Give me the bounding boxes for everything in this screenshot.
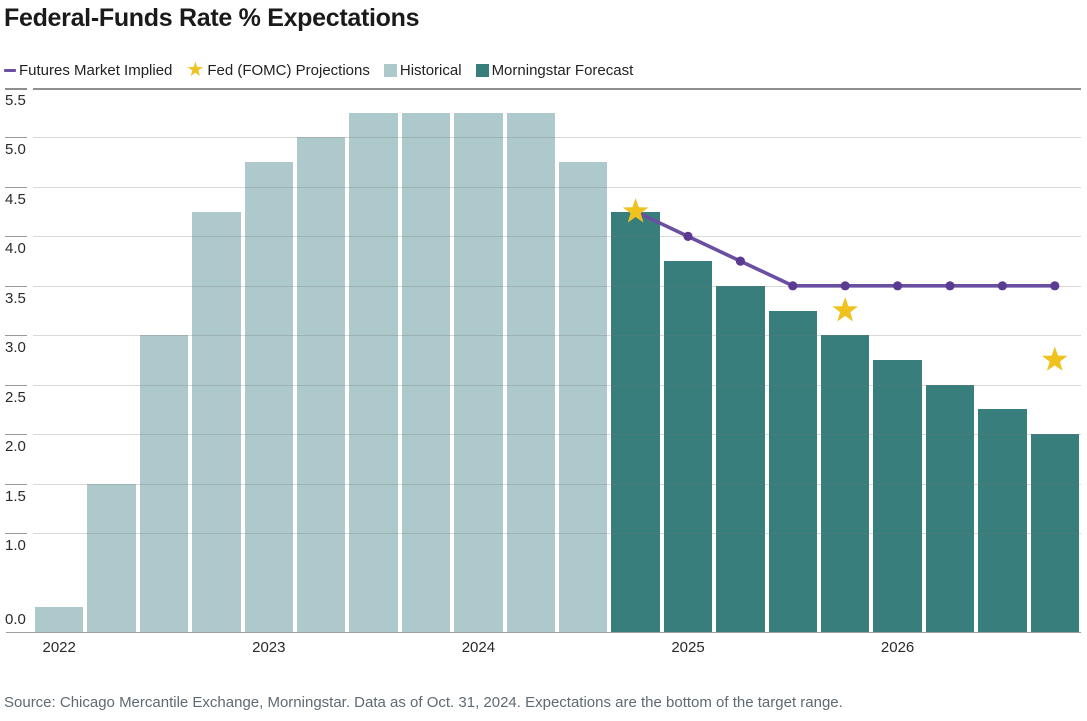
source-note: Source: Chicago Mercantile Exchange, Mor… (4, 694, 843, 711)
historical-swatch-icon (383, 64, 397, 77)
bar-2022-q4 (192, 211, 241, 632)
bar-2026-q1 (873, 360, 922, 632)
y-axis-label: 5.5 (5, 92, 26, 109)
y-axis-label: 3.0 (5, 339, 26, 357)
gridline (33, 483, 1081, 485)
bar-2024-q3 (559, 162, 608, 632)
y-axis-tick (5, 88, 27, 90)
bar-2022-q3 (139, 335, 189, 632)
y-axis-tick (5, 384, 27, 386)
y-axis-label: 2.0 (5, 438, 26, 456)
y-axis-tick (5, 483, 27, 485)
legend-label: Futures Market Implied (19, 62, 173, 79)
bar-2024-q1 (454, 112, 503, 632)
y-axis-tick (5, 434, 27, 436)
y-axis-label: 3.5 (5, 289, 26, 307)
legend-label: Morningstar Forecast (491, 62, 634, 79)
legend-label: Historical (399, 62, 462, 79)
gridline (33, 384, 1081, 386)
y-axis-label: 1.5 (5, 487, 26, 505)
gridline (33, 236, 1081, 238)
bar-2025-q1 (663, 261, 713, 632)
line-marker-icon (4, 69, 16, 72)
bar-2024-q4 (611, 211, 660, 632)
y-axis-tick (5, 533, 27, 535)
legend-label: Fed (FOMC) Projections (207, 62, 370, 79)
y-axis-label: 4.5 (5, 190, 26, 208)
legend-item-historical: Historical (383, 62, 462, 79)
bar-2022-q2 (87, 483, 136, 632)
fomc-projection-star (832, 297, 858, 322)
y-axis-label: 4.0 (5, 240, 26, 258)
gridline (33, 335, 1081, 337)
gridline (33, 434, 1081, 436)
y-axis-label: 5.0 (5, 141, 26, 159)
bar-2023-q3 (349, 112, 398, 632)
legend-item-fed-fomc-projections: ★ Fed (FOMC) Projections (186, 58, 370, 81)
forecast-swatch-icon (475, 64, 489, 77)
legend: Futures Market Implied ★ Fed (FOMC) Projec… (4, 58, 634, 81)
x-axis-label: 2026 (880, 639, 915, 656)
chart-overlay (622, 198, 1068, 371)
bar-2023-q4 (401, 112, 451, 632)
plot-top-border (33, 88, 1081, 90)
star-marker-icon: ★ (186, 58, 205, 81)
plot-area (33, 88, 1081, 632)
gridline (33, 186, 1081, 188)
y-axis-tick (5, 285, 27, 287)
x-axis-label: 2025 (671, 639, 705, 656)
bar-2026-q4 (1030, 434, 1079, 632)
gridline (33, 533, 1081, 535)
bar-2022-q1 (35, 607, 84, 632)
chart-title: Federal-Funds Rate % Expectations (4, 4, 420, 32)
y-axis-label: 0.0 (5, 611, 26, 628)
x-axis-label: 2023 (252, 639, 286, 656)
x-axis-label: 2024 (461, 639, 496, 656)
x-axis-label: 2022 (42, 639, 76, 656)
legend-item-futures-market-implied: Futures Market Implied (4, 62, 172, 79)
bar-2025-q4 (821, 335, 870, 632)
futures-line-dot (735, 256, 746, 266)
y-axis-tick (5, 186, 27, 188)
y-axis-label: 1.0 (5, 537, 26, 555)
legend-item-morningstar-forecast: Morningstar Forecast (475, 62, 634, 79)
bar-2026-q3 (978, 409, 1027, 632)
bar-2025-q3 (768, 310, 817, 632)
bar-2023-q1 (244, 162, 293, 632)
bar-2025-q2 (716, 285, 765, 632)
bar-2026-q2 (925, 384, 975, 632)
fomc-projection-star (1042, 346, 1068, 371)
y-axis-tick (5, 137, 27, 139)
x-axis-line (6, 632, 1081, 633)
bar-2024-q2 (506, 112, 555, 632)
gridline (33, 137, 1081, 139)
y-axis-tick (5, 236, 27, 238)
y-axis-label: 2.5 (5, 388, 26, 406)
y-axis-tick (5, 335, 27, 337)
gridline (33, 285, 1081, 287)
bar-2023-q2 (297, 137, 346, 632)
